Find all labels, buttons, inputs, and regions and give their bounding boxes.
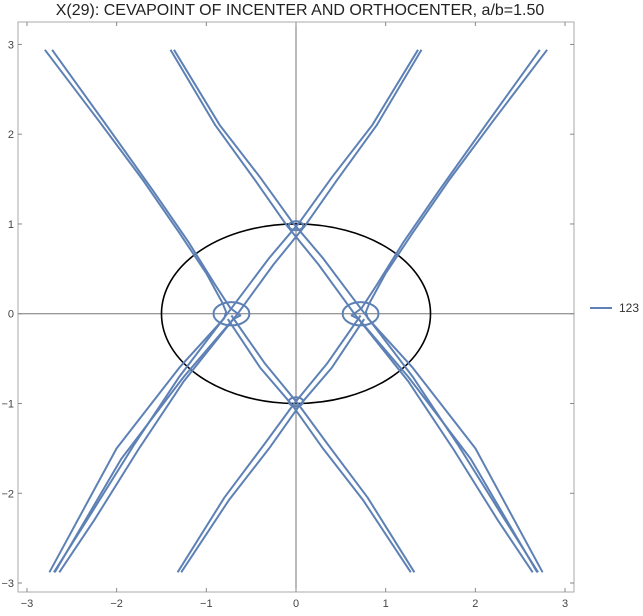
series-loop: [212, 301, 251, 327]
series-curve: [350, 49, 541, 573]
y-tick-label: −1: [1, 398, 14, 410]
legend: 123: [590, 301, 639, 315]
x-tick-label: −2: [110, 598, 123, 610]
series-curve: [226, 318, 412, 573]
y-tick-label: −3: [1, 578, 14, 590]
series-curve: [53, 49, 419, 573]
legend-label: 123: [619, 301, 639, 315]
ellipse-layer: [160, 223, 432, 405]
axes: [18, 22, 574, 592]
x-tick-label: 1: [383, 598, 389, 610]
ellipse-curve: [160, 223, 432, 405]
series-curve: [51, 49, 242, 573]
series-curve: [230, 314, 416, 573]
y-tick-label: 0: [8, 309, 14, 321]
series-layer: [44, 49, 548, 573]
x-tick-label: 3: [562, 598, 568, 610]
x-tick-label: 2: [472, 598, 478, 610]
y-tick-label: 2: [8, 129, 14, 141]
ticks: −3 −2 −1 0 1 2 3 −3 −2 −1 0 1 2 3: [1, 22, 574, 610]
x-tick-label: −3: [21, 598, 34, 610]
series-curve: [169, 49, 534, 573]
series-loop: [287, 220, 305, 232]
x-tick-label: −1: [200, 598, 213, 610]
x-tick-label: 0: [293, 598, 299, 610]
y-tick-label: 3: [8, 39, 14, 51]
series-curve: [44, 49, 228, 573]
series-curve: [364, 49, 548, 573]
series-curve: [180, 318, 366, 573]
y-tick-label: 1: [8, 219, 14, 231]
chart-title: X(29): CEVAPOINT OF INCENTER AND ORTHOCE…: [55, 2, 545, 19]
series-curve: [173, 49, 539, 573]
y-tick-label: −2: [1, 488, 14, 500]
series-curve: [176, 314, 362, 573]
series-curve: [58, 49, 423, 573]
series-loop: [341, 301, 380, 327]
series-loop: [287, 396, 305, 408]
